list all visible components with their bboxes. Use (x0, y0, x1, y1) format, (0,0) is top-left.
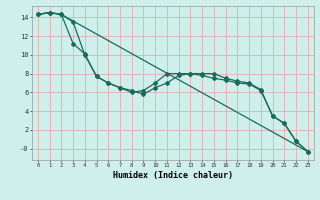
X-axis label: Humidex (Indice chaleur): Humidex (Indice chaleur) (113, 171, 233, 180)
